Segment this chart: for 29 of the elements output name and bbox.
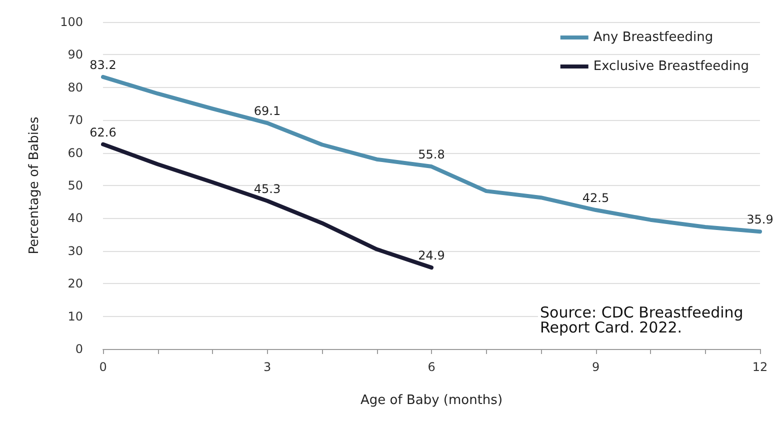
y-tick-label: 60: [68, 146, 83, 160]
data-label: 83.2: [90, 58, 116, 72]
y-axis-title: Percentage of Babies: [27, 116, 42, 254]
x-tick-label: 6: [428, 360, 436, 374]
data-label: 62.6: [90, 125, 116, 140]
x-axis-title: Age of Baby (months): [360, 393, 503, 408]
y-tick-label: 100: [60, 15, 83, 29]
y-tick-label: 80: [68, 80, 83, 94]
x-tick-label: 0: [99, 360, 107, 374]
data-label: 42.5: [582, 191, 610, 206]
data-label: 55.8: [418, 148, 445, 162]
y-tick-label: 90: [68, 48, 83, 62]
data-label: 69.1: [254, 104, 281, 118]
x-tick-label: 3: [263, 360, 272, 374]
legend-label: Any Breastfeeding: [593, 30, 714, 45]
y-tick-label: 20: [68, 276, 83, 291]
y-tick-label: 40: [68, 211, 83, 226]
data-label: 35.9: [746, 212, 774, 227]
y-tick-label: 70: [68, 113, 83, 128]
y-tick-label: 50: [68, 178, 83, 192]
x-tick-label: 9: [592, 360, 600, 374]
y-tick-label: 0: [75, 342, 83, 356]
legend-label: Exclusive Breastfeeding: [593, 59, 750, 74]
y-tick-label: 30: [68, 244, 83, 258]
data-label: 24.9: [418, 248, 445, 263]
y-tick-label: 10: [68, 309, 83, 324]
annotation: Source: CDC Breastfeeding Report Card. 2022.: [540, 304, 748, 336]
x-tick-label: 12: [752, 360, 768, 374]
data-label: 45.3: [254, 182, 281, 196]
